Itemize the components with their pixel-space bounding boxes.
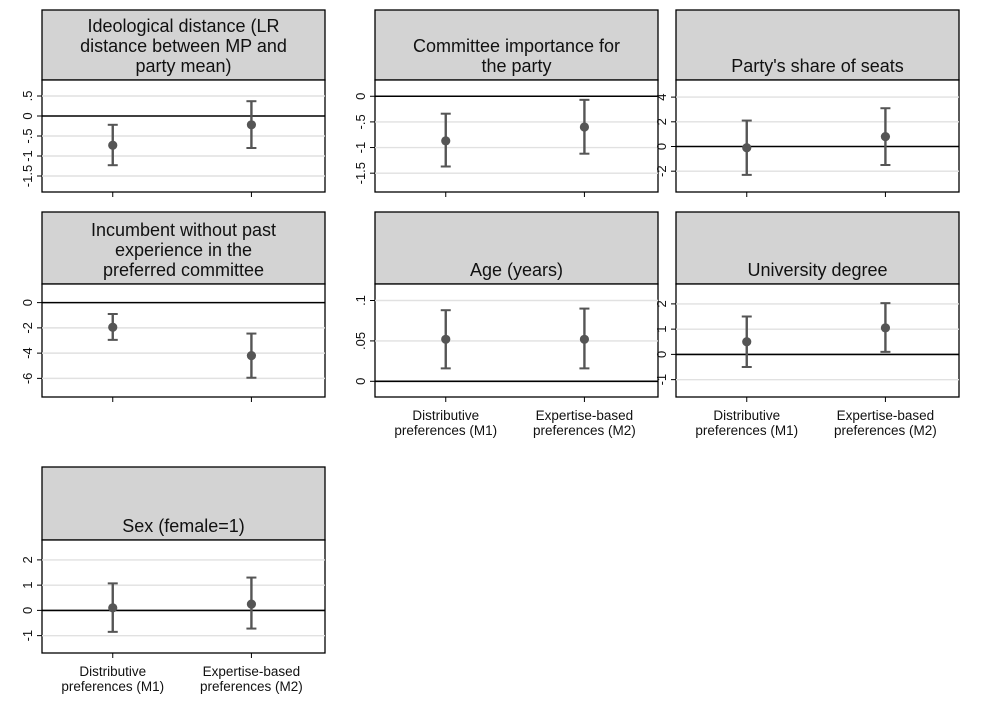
point-estimate (742, 143, 752, 153)
plot-area (41, 283, 326, 398)
y-tick-label: -2 (20, 322, 35, 334)
panel-6: University degree210-1Distributiveprefer… (654, 211, 960, 438)
panel-title-line: the party (481, 56, 551, 76)
panel-header (675, 9, 960, 81)
panel-5: Age (years).1.050Distributivepreferences… (353, 211, 659, 438)
panel-title-line: Age (years) (470, 260, 563, 280)
panel-7: Sex (female=1)210-1Distributivepreferenc… (20, 466, 326, 694)
y-tick-label: -6 (20, 373, 35, 385)
point-estimate (108, 322, 118, 332)
panel-title-line: party mean) (135, 56, 231, 76)
panel-header (41, 211, 326, 285)
point-estimate (246, 120, 257, 130)
x-category-label: Expertise-based (837, 408, 935, 423)
x-category-label: Expertise-based (203, 664, 301, 679)
point-estimate (742, 337, 752, 347)
x-category-label: Expertise-based (536, 408, 634, 423)
plot-area (675, 79, 960, 193)
y-tick-label: .1 (353, 295, 368, 306)
y-tick-label: 1 (20, 582, 35, 589)
y-tick-label: -1 (20, 630, 35, 642)
y-tick-label: 0 (353, 93, 368, 100)
panel-3: Party's share of seats 4 2 0 -2 (654, 9, 960, 197)
point-estimate (441, 136, 451, 146)
y-tick-label: 0 (654, 351, 669, 358)
y-tick-label: -1 (654, 374, 669, 386)
y-tick-label: 0 (20, 299, 35, 306)
x-category-label: Distributive (79, 664, 146, 679)
y-tick-label: 0 (654, 143, 669, 150)
panel-title-line: distance between MP and (80, 36, 287, 56)
y-tick-label: 2 (20, 556, 35, 563)
y-tick-label: .5 (20, 91, 35, 102)
y-tick-label: 4 (654, 93, 669, 100)
panel-title-line: preferred committee (103, 260, 264, 280)
y-tick-label: 1 (654, 326, 669, 333)
x-category-label: preferences (M1) (695, 423, 798, 438)
panel-title-line: Party's share of seats (731, 56, 904, 76)
point-estimate (108, 603, 118, 613)
panel-header (374, 9, 659, 81)
y-tick-label: -1.5 (20, 165, 35, 187)
x-category-label: preferences (M2) (834, 423, 937, 438)
point-estimate (880, 323, 891, 333)
y-tick-label: 0 (20, 112, 35, 119)
x-category-label: preferences (M1) (61, 679, 164, 694)
y-tick-label: -.5 (353, 114, 368, 129)
panel-title-line: Committee importance for (413, 36, 620, 56)
y-tick-label: 0 (353, 378, 368, 385)
x-category-label: Distributive (713, 408, 780, 423)
y-tick-label: -2 (654, 165, 669, 177)
plot-area (675, 283, 960, 398)
panel-title-line: Ideological distance (LR (87, 16, 279, 36)
y-tick-label: -1.5 (353, 162, 368, 184)
panel-header (41, 9, 326, 81)
point-estimate (579, 122, 590, 132)
x-category-label: preferences (M2) (533, 423, 636, 438)
y-tick-label: 0 (20, 607, 35, 614)
panel-title-line: experience in the (115, 240, 252, 260)
point-estimate (246, 351, 257, 361)
panel-title-line: University degree (747, 260, 887, 280)
x-category-label: preferences (M2) (200, 679, 303, 694)
point-estimate (880, 132, 891, 142)
y-tick-label: .05 (353, 332, 368, 350)
y-tick-label: -4 (20, 347, 35, 359)
point-estimate (579, 334, 590, 344)
x-category-label: Distributive (412, 408, 479, 423)
plot-area (41, 539, 326, 654)
y-tick-label: -.5 (20, 128, 35, 143)
y-tick-label: 2 (654, 300, 669, 307)
y-tick-label: -1 (353, 142, 368, 154)
x-category-label: preferences (M1) (394, 423, 497, 438)
y-tick-label: -1 (20, 150, 35, 162)
panel-header (374, 211, 659, 285)
point-estimate (441, 334, 451, 344)
point-estimate (108, 140, 118, 150)
point-estimate (246, 599, 257, 609)
panel-title-line: Sex (female=1) (122, 516, 245, 536)
y-tick-label: 2 (654, 118, 669, 125)
panel-title-line: Incumbent without past (91, 220, 276, 240)
